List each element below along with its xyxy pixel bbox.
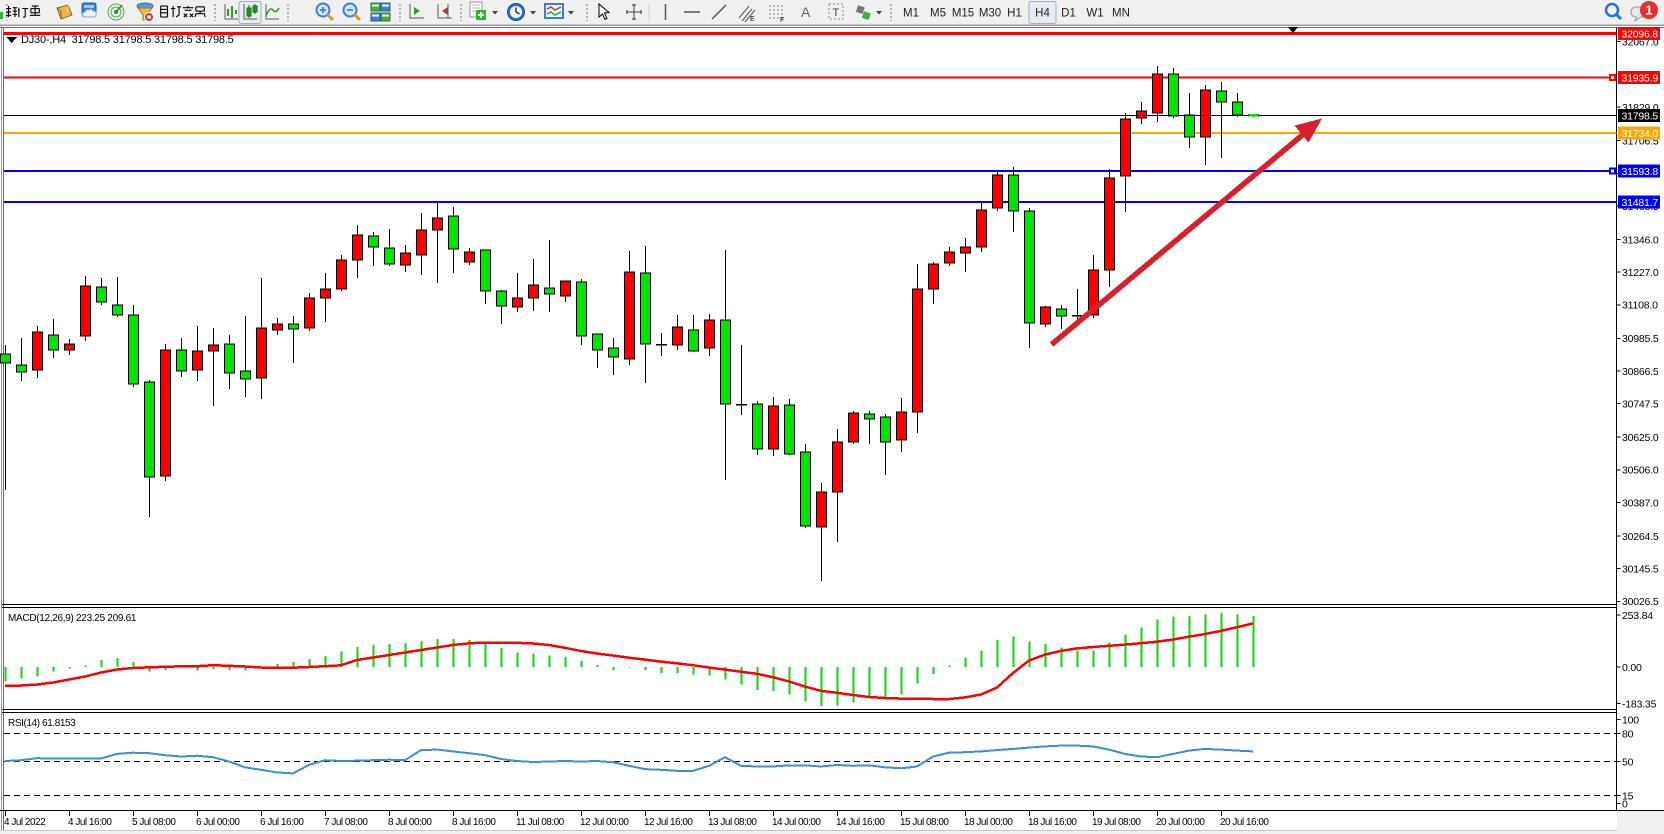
svg-text:18 Jul 16:00: 18 Jul 16:00 [1028,817,1077,828]
svg-text:6 Jul 16:00: 6 Jul 16:00 [260,817,304,828]
svg-text:31346.0: 31346.0 [1622,234,1659,246]
svg-text:4 Jul 2022: 4 Jul 2022 [4,817,46,828]
svg-text:8 Jul 16:00: 8 Jul 16:00 [452,817,496,828]
svg-text:A: A [801,4,811,20]
svg-text:50: 50 [1622,757,1634,769]
svg-text:MACD(12,26,9) 223.25 209.61: MACD(12,26,9) 223.25 209.61 [8,613,137,624]
svg-text:14 Jul 00:00: 14 Jul 00:00 [772,817,821,828]
svg-text:30747.5: 30747.5 [1622,398,1659,410]
svg-text:30026.5: 30026.5 [1622,596,1659,608]
svg-text:1: 1 [1645,3,1652,18]
svg-text:0.00: 0.00 [1622,662,1642,674]
svg-text:8 Jul 00:00: 8 Jul 00:00 [388,817,432,828]
svg-text:DJ30-,H4 31798.5 31798.5 3179: DJ30-,H4 31798.5 31798.5 31798.5 31798.5 [21,34,234,46]
svg-text:RSI(14) 61.8153: RSI(14) 61.8153 [8,718,76,729]
svg-text:30145.5: 30145.5 [1622,564,1659,576]
svg-text:31481.7: 31481.7 [1622,197,1659,209]
svg-text:0: 0 [1622,798,1628,810]
svg-text:MN: MN [1112,8,1130,20]
svg-text:18 Jul 00:00: 18 Jul 00:00 [964,817,1013,828]
svg-text:13 Jul 08:00: 13 Jul 08:00 [708,817,757,828]
svg-text:M15: M15 [952,8,974,20]
svg-text:30985.5: 30985.5 [1622,333,1659,345]
svg-text:30625.0: 30625.0 [1622,432,1659,444]
svg-text:H4: H4 [1035,8,1050,20]
svg-text:7 Jul 08:00: 7 Jul 08:00 [324,817,368,828]
svg-text:M1: M1 [903,8,919,20]
svg-text:100: 100 [1622,714,1639,726]
svg-text:80: 80 [1622,728,1634,740]
svg-text:12 Jul 00:00: 12 Jul 00:00 [580,817,629,828]
svg-text:D1: D1 [1061,8,1076,20]
svg-text:30866.5: 30866.5 [1622,366,1659,378]
svg-text:31734.0: 31734.0 [1622,128,1659,140]
svg-text:6 Jul 00:00: 6 Jul 00:00 [196,817,240,828]
svg-text:19 Jul 08:00: 19 Jul 08:00 [1092,817,1141,828]
svg-text:31798.5: 31798.5 [1622,110,1659,122]
svg-text:H1: H1 [1007,8,1022,20]
svg-text:15 Jul 08:00: 15 Jul 08:00 [900,817,949,828]
svg-text:F: F [780,17,784,24]
svg-text:-183.35: -183.35 [1622,698,1657,710]
svg-text:14 Jul 16:00: 14 Jul 16:00 [836,817,885,828]
svg-text:20 Jul 16:00: 20 Jul 16:00 [1220,817,1269,828]
svg-text:M5: M5 [930,8,946,20]
svg-text:4 Jul 16:00: 4 Jul 16:00 [68,817,112,828]
svg-text:T: T [833,7,840,19]
svg-text:15: 15 [1622,790,1634,802]
svg-text:30506.0: 30506.0 [1622,465,1659,477]
svg-text:31227.0: 31227.0 [1622,267,1659,279]
svg-text:20 Jul 00:00: 20 Jul 00:00 [1156,817,1205,828]
svg-text:30387.0: 30387.0 [1622,497,1659,509]
svg-text:253.84: 253.84 [1622,610,1653,622]
svg-text:31593.8: 31593.8 [1622,166,1659,178]
svg-text:11 Jul 08:00: 11 Jul 08:00 [516,817,565,828]
svg-text:12 Jul 16:00: 12 Jul 16:00 [644,817,693,828]
svg-text:E: E [750,16,755,23]
svg-text:M30: M30 [979,8,1001,20]
svg-text:5 Jul 08:00: 5 Jul 08:00 [132,817,176,828]
svg-text:32096.8: 32096.8 [1622,28,1659,40]
svg-text:30264.5: 30264.5 [1622,531,1659,543]
svg-text:W1: W1 [1086,8,1103,20]
svg-text:31935.9: 31935.9 [1622,72,1659,84]
svg-text:31108.0: 31108.0 [1622,300,1658,312]
